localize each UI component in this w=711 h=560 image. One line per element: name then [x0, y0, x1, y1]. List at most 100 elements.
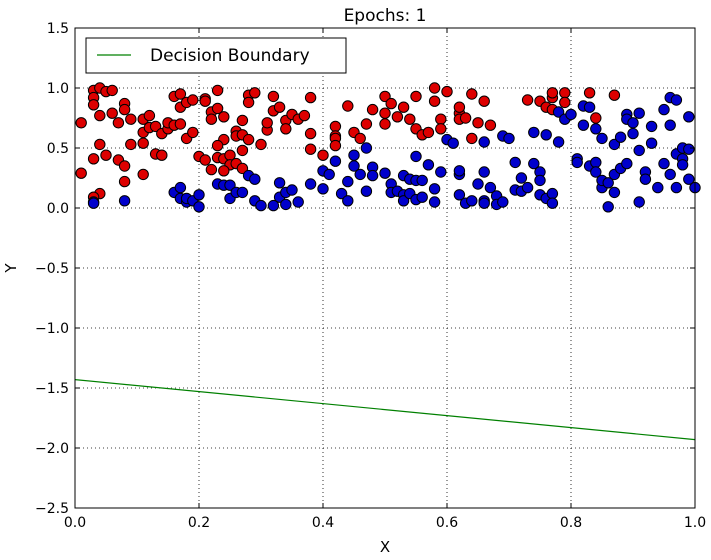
red-point — [280, 123, 292, 135]
legend-label: Decision Boundary — [150, 46, 310, 66]
blue-point — [590, 156, 602, 169]
red-point — [559, 96, 571, 109]
blue-point — [267, 199, 280, 212]
blue-point — [453, 189, 466, 201]
red-point — [410, 90, 422, 103]
red-point — [255, 138, 267, 151]
decision-boundary-line — [74, 379, 696, 441]
red-point — [187, 94, 199, 106]
red-point — [435, 113, 447, 125]
blue-point — [583, 101, 596, 113]
blue-point — [317, 183, 329, 195]
red-point — [242, 96, 255, 109]
x-tick-label: 1.0 — [684, 515, 706, 531]
plot-area — [74, 82, 701, 441]
blue-point — [621, 157, 633, 170]
red-point — [125, 113, 137, 125]
red-point — [75, 117, 87, 129]
blue-point — [466, 195, 478, 207]
red-point — [75, 167, 87, 179]
blue-point — [447, 137, 459, 149]
blue-point — [552, 136, 565, 148]
blue-point — [366, 169, 379, 182]
blue-point — [552, 106, 565, 118]
red-point — [149, 120, 162, 133]
blue-point — [379, 167, 391, 179]
blue-point — [676, 159, 689, 171]
blue-point — [273, 177, 286, 189]
blue-point — [497, 196, 509, 208]
red-point — [106, 84, 118, 97]
chart-title: Epochs: 1 — [344, 6, 427, 26]
y-tick-label: −2.0 — [35, 441, 69, 457]
blue-point — [323, 168, 335, 181]
red-point — [360, 118, 373, 130]
blue-point — [571, 156, 583, 169]
blue-point — [478, 166, 490, 178]
blue-point — [224, 179, 236, 191]
red-point — [273, 101, 286, 113]
red-point — [174, 118, 187, 130]
red-point — [298, 109, 311, 122]
axis-ticks: 0.0 0.2 0.4 0.6 0.8 1.0 1.5 1.0 0.5 0.0 −0.5 −1.0 −1… — [35, 21, 706, 531]
blue-point — [354, 168, 366, 181]
red-point — [94, 109, 106, 122]
blue-point — [397, 195, 410, 207]
red-point — [435, 123, 447, 135]
red-point — [211, 84, 224, 97]
legend: Decision Boundary — [85, 37, 347, 74]
blue-point — [521, 181, 534, 194]
blue-point — [286, 184, 298, 196]
red-point — [205, 163, 218, 176]
blue-point — [236, 186, 249, 199]
red-point — [94, 138, 106, 151]
red-point — [236, 144, 249, 157]
red-point — [211, 102, 224, 115]
x-axis-label: X — [380, 538, 390, 556]
blue-point — [193, 201, 205, 213]
red-point — [484, 119, 497, 131]
blue-point — [249, 173, 261, 185]
blue-point — [664, 119, 676, 131]
blue-point — [472, 178, 484, 190]
red-point — [218, 111, 230, 123]
blue-point — [255, 199, 267, 212]
red-point — [478, 95, 490, 107]
y-tick-label: −2.5 — [35, 501, 69, 517]
y-tick-label: 1.5 — [47, 21, 69, 37]
red-point — [521, 94, 534, 106]
blue-point — [658, 157, 670, 170]
blue-point — [304, 178, 317, 190]
x-tick-label: 0.6 — [436, 515, 458, 531]
blue-point — [174, 181, 187, 194]
red-point — [590, 112, 602, 124]
blue-point — [484, 181, 497, 194]
blue-point — [565, 108, 577, 121]
blue-point — [652, 181, 664, 194]
red-point — [317, 149, 329, 161]
y-tick-label: 1.0 — [47, 81, 69, 97]
blue-point — [335, 187, 348, 200]
red-point — [391, 111, 404, 123]
blue-point — [348, 160, 360, 172]
blue-point — [503, 132, 515, 145]
red-point — [156, 149, 168, 161]
red-point — [205, 113, 218, 125]
blue-point — [670, 94, 683, 106]
blue-point — [509, 156, 521, 169]
red-point — [304, 143, 317, 155]
red-point — [199, 95, 211, 107]
blue-point — [118, 195, 131, 207]
blue-point — [540, 129, 552, 141]
blue-point — [664, 168, 676, 181]
blue-point — [633, 107, 645, 119]
blue-point — [422, 159, 435, 171]
blue-point — [87, 197, 100, 209]
blue-point — [590, 123, 602, 135]
x-tick-label: 0.4 — [312, 515, 334, 531]
blue-point — [602, 177, 614, 189]
x-tick-label: 0.0 — [64, 515, 86, 531]
blue-point — [590, 166, 602, 178]
red-point — [199, 154, 211, 166]
